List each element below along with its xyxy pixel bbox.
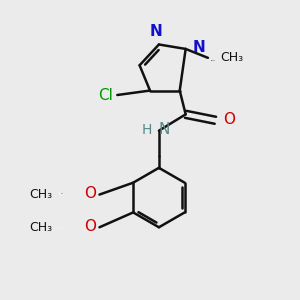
Text: methoxy: methoxy bbox=[59, 193, 65, 194]
Text: O: O bbox=[85, 186, 97, 201]
Text: N: N bbox=[150, 24, 162, 39]
Text: methyl: methyl bbox=[211, 60, 216, 61]
Text: OCH₃: OCH₃ bbox=[61, 193, 65, 194]
Text: CH₃: CH₃ bbox=[29, 221, 52, 234]
Text: N: N bbox=[159, 122, 170, 137]
Text: methyl: methyl bbox=[207, 59, 212, 60]
Text: CH₃: CH₃ bbox=[29, 188, 52, 201]
Text: H: H bbox=[142, 123, 152, 137]
Text: methoxy: methoxy bbox=[59, 227, 65, 228]
Text: methoxy: methoxy bbox=[59, 194, 65, 195]
Text: Cl: Cl bbox=[98, 88, 113, 103]
Text: CH₃: CH₃ bbox=[220, 51, 244, 64]
Text: N: N bbox=[193, 40, 206, 55]
Text: O: O bbox=[223, 112, 235, 127]
Text: O: O bbox=[85, 219, 97, 234]
